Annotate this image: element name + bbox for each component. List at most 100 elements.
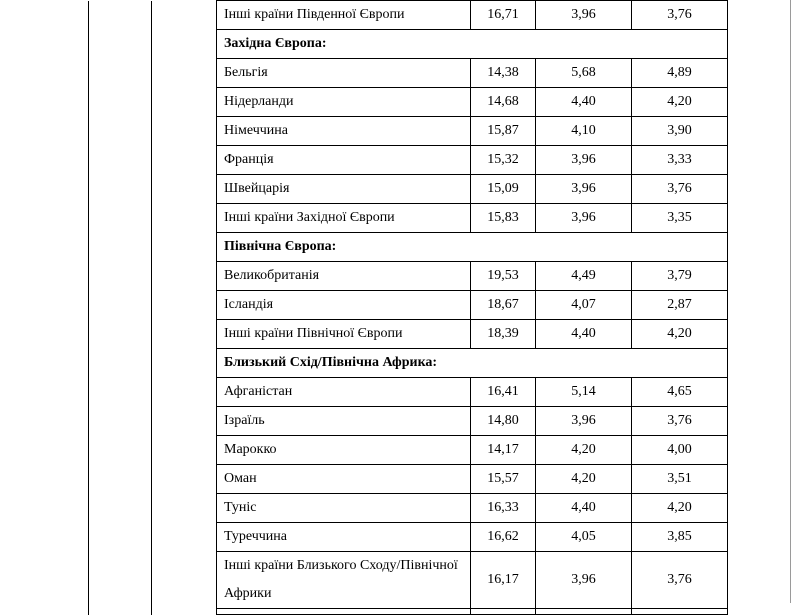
empty-cell: [88, 0, 152, 30]
value-cell-v3: 3,33: [631, 145, 728, 175]
country-name: Великобританія: [216, 261, 471, 291]
country-name: Ізраїль: [216, 406, 471, 436]
empty-cell: [151, 406, 217, 436]
table-row: Марокко 14,17 4,20 4,00: [88, 435, 728, 465]
country-name: Оман: [216, 464, 471, 494]
table-row: Франція 15,32 3,96 3,33: [88, 145, 728, 175]
section-header: Західна Європа:: [216, 29, 728, 59]
value-cell-v2: 3,96: [535, 0, 632, 30]
value-cell-v3: 3,51: [631, 464, 728, 494]
country-name: Нідерланди: [216, 87, 471, 117]
empty-cell: [88, 348, 152, 378]
value-cell-v2: 3,96: [535, 174, 632, 204]
empty-cell: [88, 464, 152, 494]
empty-cell: [88, 551, 152, 609]
country-name: Інші країни Західної Європи: [216, 203, 471, 233]
page-right-border: [790, 0, 791, 603]
section-header-row: Західна Європа:: [88, 29, 728, 59]
value-cell-v1: 15,57: [470, 464, 536, 494]
empty-cell: [151, 319, 217, 349]
value-cell-v3: 4,00: [631, 435, 728, 465]
empty-cell: [151, 464, 217, 494]
value-cell-v3: 3,76: [631, 551, 728, 609]
empty-cell: [88, 319, 152, 349]
table-row: Афганістан 16,41 5,14 4,65: [88, 377, 728, 407]
country-name: Афганістан: [216, 377, 471, 407]
value-cell-v1: 19,53: [470, 261, 536, 291]
value-cell-v2: 4,40: [535, 87, 632, 117]
table-row: Інші країни Північної Європи 18,39 4,40 4,2…: [88, 319, 728, 349]
section-header-row: Близький Схід/Північна Африка:: [88, 348, 728, 378]
empty-cell: [535, 608, 632, 615]
empty-cell: [151, 377, 217, 407]
table-row: Інші країни Західної Європи 15,83 3,96 3,35: [88, 203, 728, 233]
empty-cell: [151, 116, 217, 146]
section-header-row: Північна Європа:: [88, 232, 728, 262]
empty-cell: [88, 522, 152, 552]
empty-cell: [151, 29, 217, 59]
empty-cell: [88, 87, 152, 117]
empty-cell: [151, 87, 217, 117]
value-cell-v3: 4,20: [631, 319, 728, 349]
empty-cell: [88, 493, 152, 523]
country-name: Туніс: [216, 493, 471, 523]
value-cell-v1: 18,67: [470, 290, 536, 320]
empty-cell: [216, 608, 471, 615]
table-row: Великобританія 19,53 4,49 3,79: [88, 261, 728, 291]
value-cell-v1: 16,71: [470, 0, 536, 30]
value-cell-v2: 3,96: [535, 203, 632, 233]
value-cell-v2: 4,10: [535, 116, 632, 146]
empty-cell: [151, 435, 217, 465]
value-cell-v1: 15,87: [470, 116, 536, 146]
value-cell-v1: 16,41: [470, 377, 536, 407]
value-cell-v2: 3,96: [535, 406, 632, 436]
table-row: Німеччина 15,87 4,10 3,90: [88, 116, 728, 146]
value-cell-v3: 3,35: [631, 203, 728, 233]
value-cell-v2: 4,05: [535, 522, 632, 552]
country-name: Франція: [216, 145, 471, 175]
country-name: Інші країни Північної Європи: [216, 319, 471, 349]
value-cell-v3: 4,89: [631, 58, 728, 88]
value-cell-v1: 14,38: [470, 58, 536, 88]
value-cell-v3: 3,76: [631, 0, 728, 30]
value-cell-v3: 3,76: [631, 174, 728, 204]
empty-cell: [88, 261, 152, 291]
country-name: Інші країни Близького Сходу/Північної Аф…: [216, 551, 471, 609]
empty-cell: [88, 58, 152, 88]
value-cell-v1: 15,32: [470, 145, 536, 175]
empty-cell: [631, 608, 728, 615]
value-cell-v3: 4,65: [631, 377, 728, 407]
value-cell-v2: 3,96: [535, 551, 632, 609]
table-row: Нідерланди 14,68 4,40 4,20: [88, 87, 728, 117]
empty-cell: [88, 203, 152, 233]
empty-cell: [88, 145, 152, 175]
table-row: Швейцарія 15,09 3,96 3,76: [88, 174, 728, 204]
country-name: Німеччина: [216, 116, 471, 146]
value-cell-v3: 3,79: [631, 261, 728, 291]
table-row: Ізраїль 14,80 3,96 3,76: [88, 406, 728, 436]
value-cell-v2: 4,20: [535, 464, 632, 494]
empty-cell: [151, 551, 217, 609]
empty-cell: [151, 348, 217, 378]
empty-cell: [151, 261, 217, 291]
table-row: Бельгія 14,38 5,68 4,89: [88, 58, 728, 88]
empty-cell: [151, 174, 217, 204]
section-header: Близький Схід/Північна Африка:: [216, 348, 728, 378]
data-table: Інші країни Південної Європи 16,71 3,96 3,7…: [88, 0, 728, 615]
value-cell-v1: 14,68: [470, 87, 536, 117]
value-cell-v3: 4,20: [631, 87, 728, 117]
empty-cell: [151, 145, 217, 175]
value-cell-v1: 15,09: [470, 174, 536, 204]
empty-cell: [151, 608, 217, 615]
country-name: Інші країни Південної Європи: [216, 0, 471, 30]
value-cell-v1: 16,17: [470, 551, 536, 609]
value-cell-v3: 3,90: [631, 116, 728, 146]
empty-cell: [88, 29, 152, 59]
value-cell-v1: 14,80: [470, 406, 536, 436]
table-row: Ісландія 18,67 4,07 2,87: [88, 290, 728, 320]
empty-cell: [88, 435, 152, 465]
section-header: Північна Європа:: [216, 232, 728, 262]
empty-cell: [88, 406, 152, 436]
value-cell-v1: 15,83: [470, 203, 536, 233]
value-cell-v1: 18,39: [470, 319, 536, 349]
